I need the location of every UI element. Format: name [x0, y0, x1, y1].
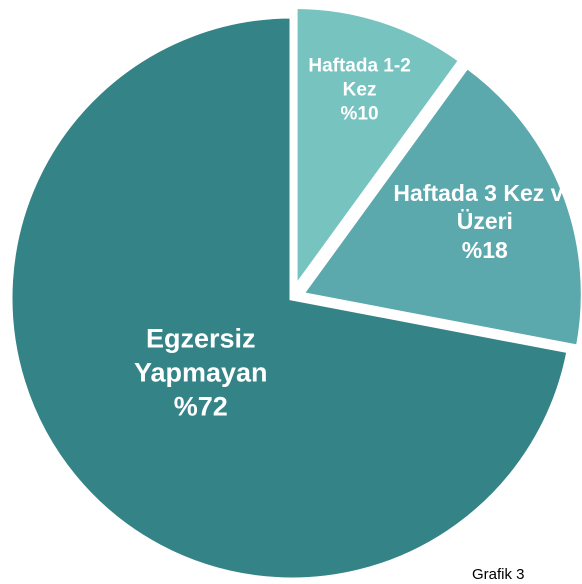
pie-slice	[296, 62, 582, 351]
slice-label: Haftada 1-2 Kez %10	[300, 54, 420, 125]
slice-label: Egzersiz Yapmayan %72	[96, 323, 306, 424]
category-label: Egzersiz Yapmayan	[133, 323, 268, 388]
pie-slice	[7, 13, 572, 583]
value-label: %10	[340, 102, 379, 124]
category-label: Haftada 3 Kez ve Üzeri	[393, 179, 577, 235]
value-label: %72	[173, 391, 228, 422]
slice-label: Haftada 3 Kez ve Üzeri %18	[390, 179, 580, 265]
caption: Grafik 3	[472, 566, 525, 583]
value-label: %18	[461, 237, 508, 264]
pie-slice	[292, 3, 465, 297]
category-label: Haftada 1-2 Kez	[308, 55, 411, 101]
